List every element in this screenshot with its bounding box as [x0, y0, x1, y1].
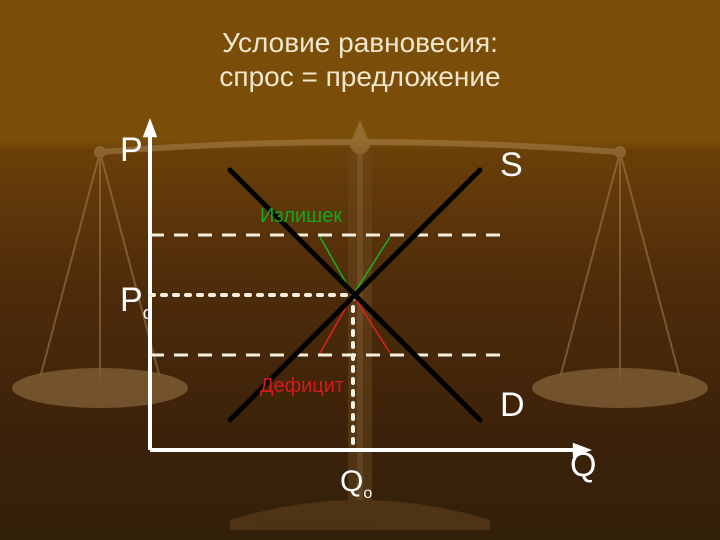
label-P: P	[120, 131, 143, 170]
dotted-guides	[150, 295, 353, 450]
label-D: D	[500, 386, 525, 425]
label-Po: Po	[120, 281, 153, 324]
label-Qo: Qo	[340, 465, 372, 503]
chart-svg	[0, 0, 720, 540]
chart-stage: Условие равновесия: спрос = предложение …	[0, 0, 720, 540]
label-deficit: Дефицит	[260, 375, 344, 398]
label-surplus: Излишек	[260, 205, 342, 228]
label-Q: Q	[570, 446, 596, 485]
label-S: S	[500, 146, 523, 185]
